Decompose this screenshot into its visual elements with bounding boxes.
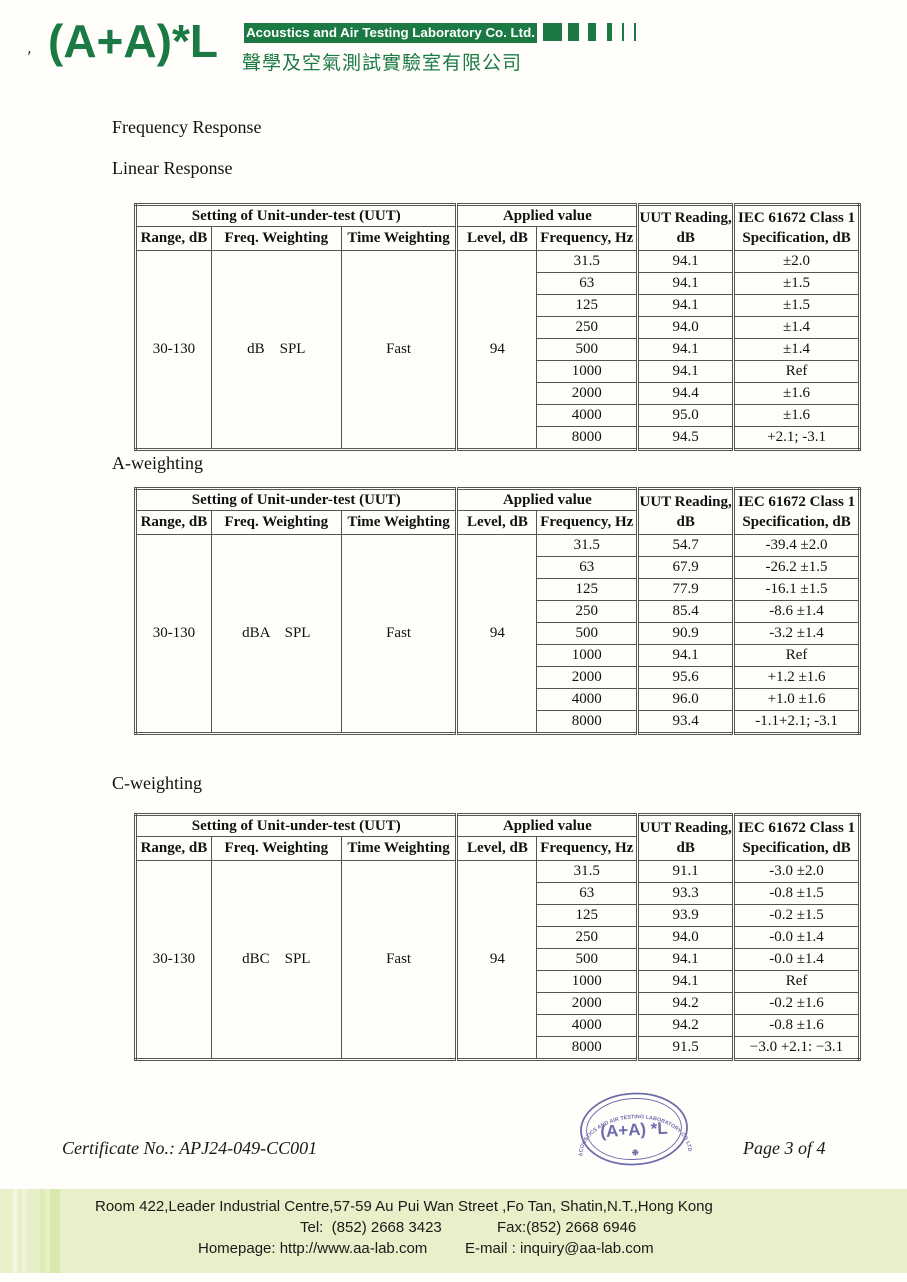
- svg-text:❉: ❉: [631, 1147, 639, 1157]
- svg-text:(A+A) *L: (A+A) *L: [600, 1119, 668, 1142]
